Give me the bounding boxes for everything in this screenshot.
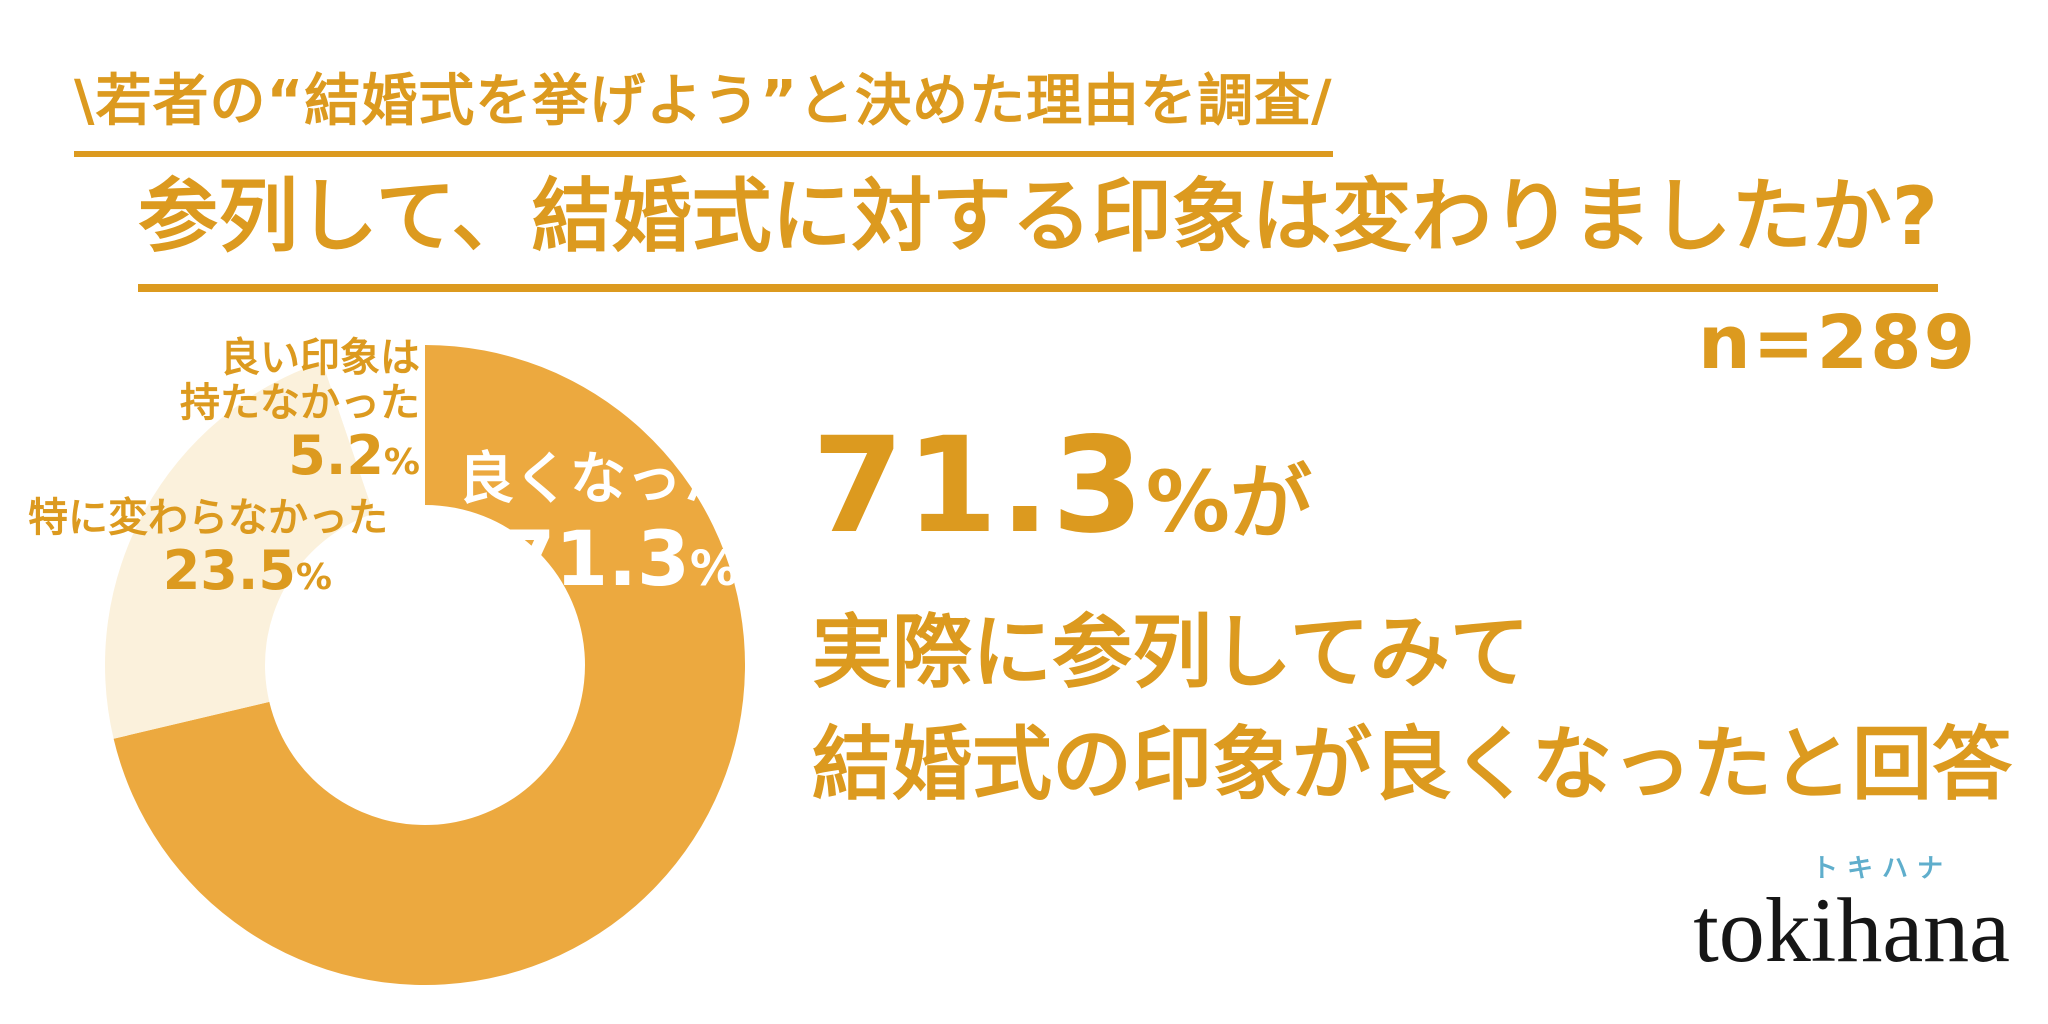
headline-percent-suffix: が <box>1229 456 1312 551</box>
donut-label-negative-line2: 持たなかった <box>180 379 420 426</box>
headline-percent: 71.3% が <box>812 420 1312 552</box>
donut-label-neutral-text: 特に変わらなかった <box>28 495 388 541</box>
donut-segment-2 <box>322 345 425 514</box>
donut-svg <box>105 345 745 985</box>
donut-label-negative: 良い印象は 持たなかった 5.2% <box>120 336 420 486</box>
tagline: \若者の“結婚式を挙げよう”と決めた理由を調査/ <box>74 56 1333 157</box>
logo-wordmark: tokihana <box>1693 879 2010 981</box>
headline-percent-sign: % <box>1145 453 1230 551</box>
donut-label-main-value: 71.3% <box>502 514 738 604</box>
donut-chart <box>105 345 745 985</box>
headline-line3: 結婚式の印象が良くなったと回答 <box>812 718 2012 811</box>
headline-line2: 実際に参列してみて <box>812 606 1530 699</box>
donut-label-negative-line1: 良い印象は <box>220 335 420 381</box>
page-title: 参列して、結婚式に対する印象は変わりましたか? <box>138 152 1939 292</box>
brand-logo: トキハナ tokihana <box>1660 856 2010 979</box>
donut-segment-0 <box>113 345 745 985</box>
donut-label-main-text: 良くなった <box>458 447 738 512</box>
sample-size-label: n=289 <box>1698 300 1978 386</box>
donut-segment-1 <box>105 361 374 739</box>
donut-label-neutral: 特に変わらなかった 23.5% <box>28 495 388 602</box>
donut-label-main: 良くなった 71.3% <box>408 446 738 604</box>
logo-katakana: トキハナ <box>1811 854 1952 884</box>
donut-label-negative-value: 5.2% <box>288 423 420 487</box>
headline-percent-number: 71.3 <box>812 409 1146 563</box>
donut-label-neutral-value: 23.5% <box>162 538 332 602</box>
